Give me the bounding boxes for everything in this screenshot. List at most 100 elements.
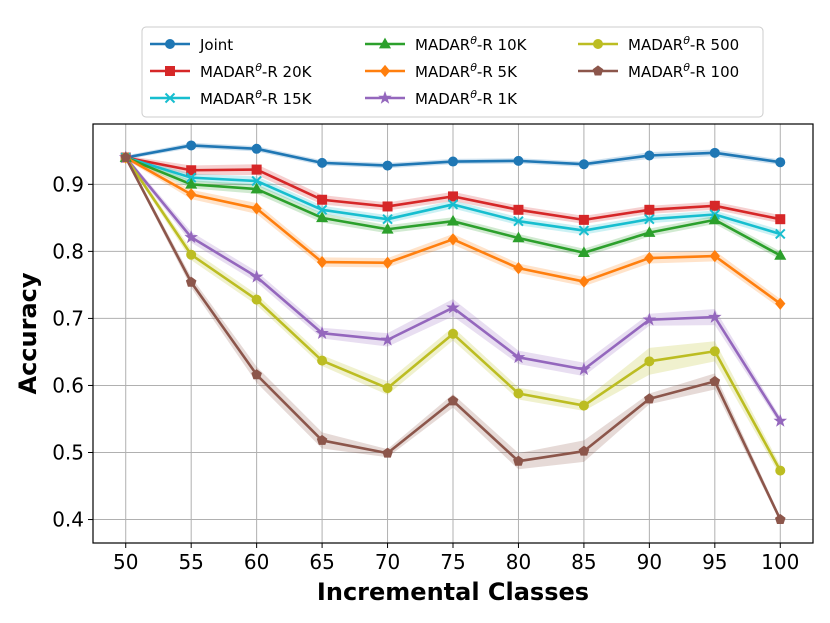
x-tick-label: 85	[571, 550, 596, 574]
x-tick-label: 50	[113, 550, 138, 574]
series-0-point	[186, 140, 197, 151]
series-0-point	[644, 150, 655, 161]
x-tick-label: 60	[244, 550, 269, 574]
legend-entry: MADARθ-R 100	[578, 61, 739, 81]
legend-swatch-marker	[379, 64, 391, 78]
legend-label: MADARθ-R 5K	[415, 61, 518, 81]
series-0-band	[125, 142, 781, 169]
series-2-point-stroke	[382, 213, 393, 225]
legend-label: MADARθ-R 500	[628, 34, 739, 54]
x-axis-title: Incremental Classes	[317, 578, 589, 606]
series-6-point	[251, 294, 262, 305]
series-2-point	[644, 213, 655, 225]
series-3-point	[381, 222, 394, 234]
series-7-point	[251, 369, 262, 380]
series-2-point	[382, 213, 393, 225]
legend-label: MADARθ-R 10K	[415, 34, 528, 54]
series-2-point-stroke	[578, 225, 590, 236]
legend-swatch-marker	[164, 92, 176, 104]
series-1-point	[251, 164, 262, 175]
series-7-point	[644, 393, 655, 404]
series-5-point	[773, 413, 788, 427]
series-7-point	[447, 395, 459, 406]
legend-entry: MADARθ-R 500	[578, 34, 739, 54]
series-3-point	[512, 231, 525, 243]
legend-swatch-marker-stroke	[164, 92, 176, 104]
legend-swatch-marker	[165, 39, 175, 49]
x-tick-label: 100	[761, 550, 799, 574]
series-6-point	[448, 328, 458, 339]
series-6-point	[513, 388, 524, 399]
x-tick-label: 90	[637, 550, 662, 574]
series-0-point	[251, 143, 262, 154]
series-1-point	[775, 214, 786, 225]
series-4-point	[316, 255, 328, 269]
series-5-point	[249, 269, 264, 283]
y-axis-title: Accuracy	[14, 272, 42, 394]
x-tick-label: 75	[440, 550, 465, 574]
series-markers	[118, 140, 788, 525]
series-6-point	[317, 355, 328, 366]
series-7-point	[513, 455, 524, 466]
series-0-point	[709, 147, 720, 158]
legend-swatch-marker	[165, 66, 175, 76]
series-0-point	[448, 156, 458, 167]
series-1-point	[709, 200, 720, 211]
series-2-point-stroke	[251, 175, 262, 187]
series-6-point	[186, 249, 197, 260]
legend-swatch-marker	[592, 65, 604, 76]
series-7-point	[709, 375, 721, 386]
series-2-point-stroke	[644, 213, 655, 225]
series-6-point	[382, 383, 393, 394]
x-tick-label: 80	[506, 550, 531, 574]
y-tick-label: 0.7	[52, 306, 84, 330]
series-2-point	[185, 172, 197, 183]
series-2-point-stroke	[447, 199, 459, 210]
series-1-point	[317, 194, 328, 205]
y-tick-label: 0.8	[52, 239, 84, 263]
series-3-point	[250, 182, 263, 194]
series-1-point	[448, 191, 458, 202]
x-tick-label: 55	[178, 550, 203, 574]
series-5-point	[642, 312, 657, 326]
series-0-point	[775, 157, 786, 168]
series-2-point-stroke	[513, 216, 524, 227]
series-4-point	[709, 249, 720, 263]
legend-label: MADARθ-R 20K	[200, 61, 313, 81]
series-2-point	[251, 175, 262, 187]
series-4-point	[382, 256, 393, 269]
x-tick-label: 95	[702, 550, 727, 574]
series-5-point	[708, 309, 722, 323]
legend-label: MADARθ-R 100	[628, 61, 739, 81]
series-3-point	[316, 211, 329, 223]
series-7-band	[125, 155, 781, 523]
legend-label: MADARθ-R 15K	[200, 88, 313, 108]
y-tick-label: 0.4	[52, 508, 84, 532]
series-2-point	[513, 216, 524, 227]
series-5-point	[184, 230, 198, 244]
series-1-point	[513, 204, 524, 215]
series-2-point-stroke	[775, 228, 786, 240]
legend-label: MADARθ-R 1K	[415, 88, 518, 108]
series-7-point	[774, 513, 786, 525]
y-tick-label: 0.6	[52, 373, 84, 397]
legend-swatch-marker	[593, 39, 603, 49]
series-2-point	[775, 228, 786, 240]
legend-swatch-marker	[378, 37, 392, 49]
series-3-point	[708, 213, 721, 225]
x-axis-ticks: 50 55 60 65 70 75 80 85 90 95 100	[113, 543, 799, 574]
series-2-point-stroke	[316, 204, 328, 216]
legend-entry: MADARθ-R 10K	[365, 34, 528, 54]
series-4-point	[775, 297, 786, 310]
series-5-point	[511, 350, 526, 364]
series-5-point	[577, 362, 591, 376]
series-7-point	[578, 445, 590, 456]
series-2-point	[447, 199, 459, 210]
series-4-point	[644, 251, 655, 265]
series-3-point	[643, 226, 656, 237]
x-tick-label: 65	[309, 550, 334, 574]
legend-entry: MADARθ-R 1K	[365, 88, 518, 108]
series-4-point	[513, 261, 524, 275]
series-4-point	[251, 202, 262, 215]
